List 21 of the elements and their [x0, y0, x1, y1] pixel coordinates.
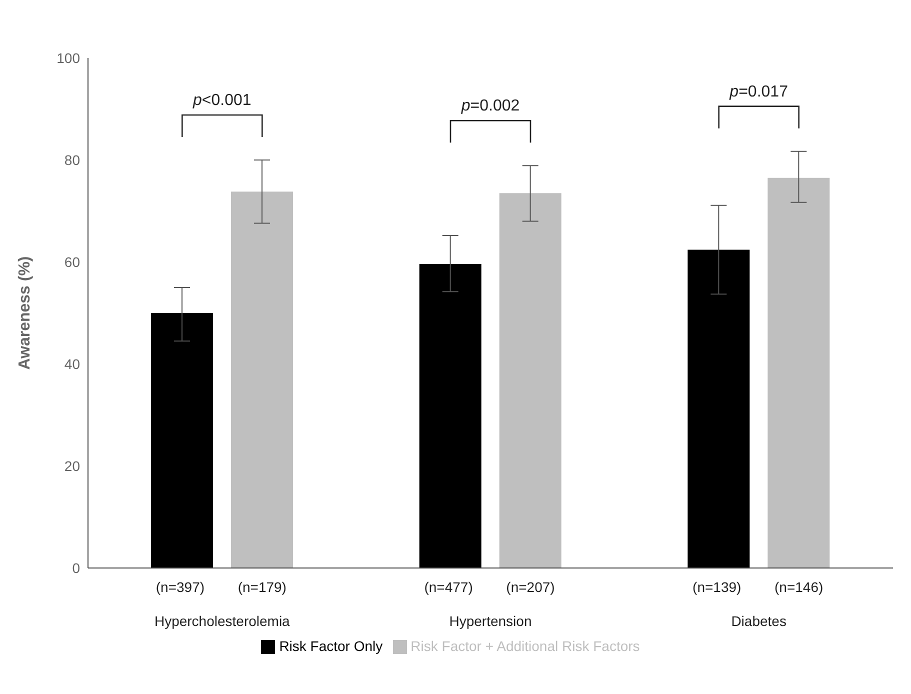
annotation: p=0.002 — [460, 98, 520, 115]
y-axis-title: Awareness (%) — [16, 256, 34, 370]
legend-label: Risk Factor Only — [279, 638, 383, 654]
y-tick-label: 40 — [64, 356, 80, 372]
bar — [231, 192, 293, 568]
category-label: (n=139) (n=146) Diabetes — [692, 579, 824, 629]
y-tick-label: 60 — [64, 254, 80, 270]
y-tick-label: 80 — [64, 152, 80, 168]
bar — [151, 313, 213, 568]
legend-label: Risk Factor + Additional Risk Factors — [410, 638, 640, 654]
bar — [768, 178, 830, 568]
y-tick-label: 0 — [72, 560, 80, 576]
annotation: p<0.001 — [192, 92, 252, 109]
category-label: (n=477) (n=207) Hypertension — [424, 579, 555, 629]
y-tick-label: 100 — [56, 50, 80, 66]
bar — [499, 193, 562, 568]
annotation: p=0.017 — [728, 83, 788, 100]
y-tick-label: 20 — [64, 458, 80, 474]
bar — [688, 250, 750, 568]
category-label: (n=397) (n=179) Hypercholesterolemia — [154, 579, 290, 629]
bar — [419, 264, 482, 568]
